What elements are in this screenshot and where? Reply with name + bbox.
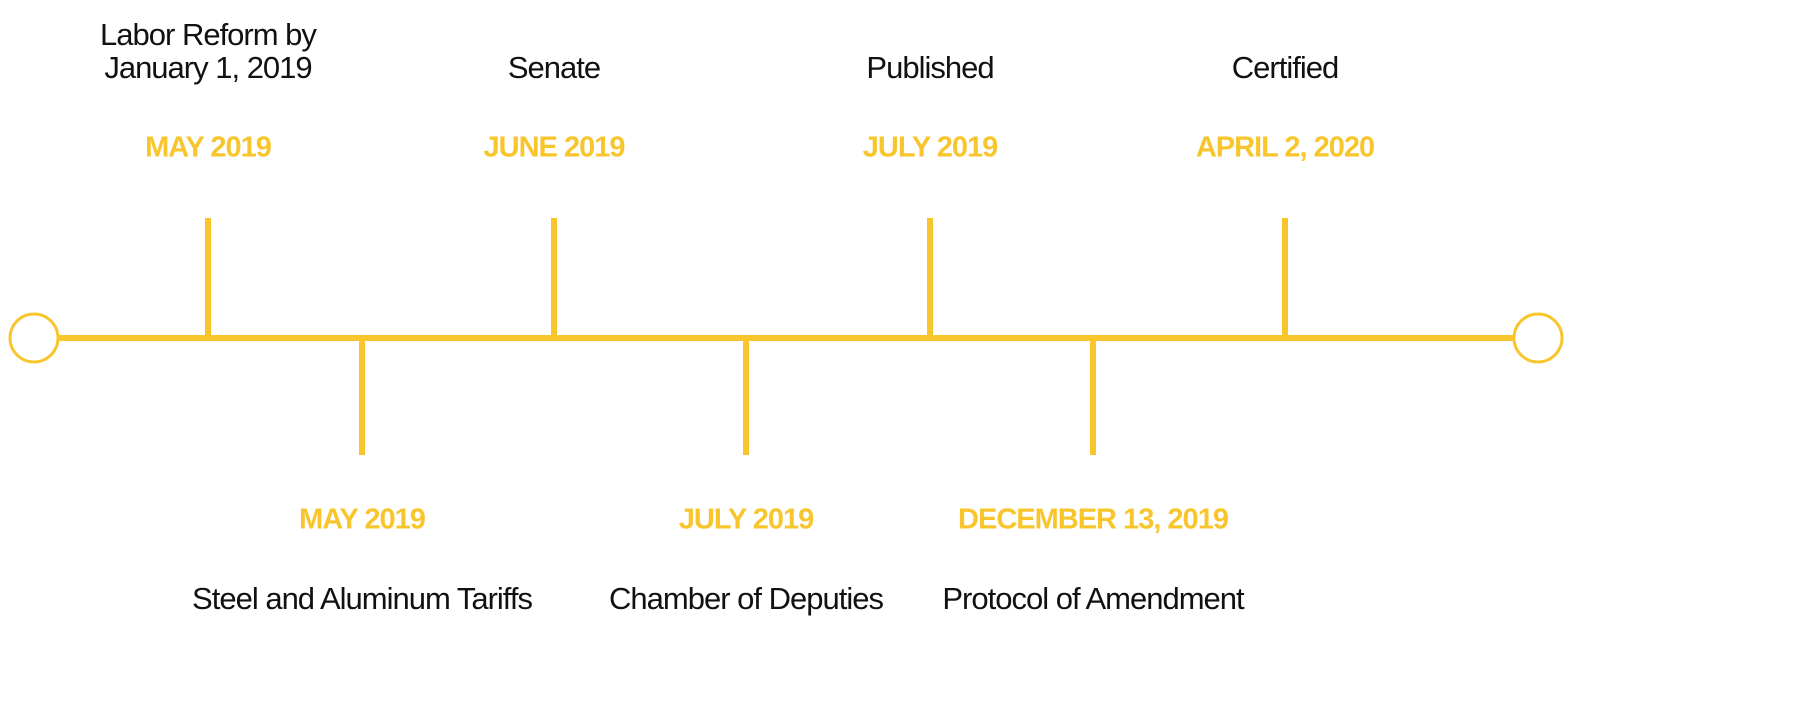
event-date: APRIL 2, 2020 bbox=[1195, 131, 1375, 164]
event-date: JUNE 2019 bbox=[483, 131, 626, 164]
event-label: Labor Reform by January 1, 2019 bbox=[100, 17, 317, 85]
event-label: Protocol of Amendment bbox=[942, 581, 1244, 616]
event-date: DECEMBER 13, 2019 bbox=[958, 503, 1229, 536]
event-date: JULY 2019 bbox=[678, 503, 815, 536]
start-circle bbox=[8, 312, 60, 364]
end-circle bbox=[1512, 312, 1564, 364]
event-label: Certified bbox=[1231, 50, 1339, 85]
event-date: MAY 2019 bbox=[299, 503, 426, 536]
event-label: Chamber of Deputies bbox=[609, 581, 884, 616]
event-label: Published bbox=[866, 50, 994, 85]
event-label: Steel and Aluminum Tariffs bbox=[192, 581, 533, 616]
event-date: MAY 2019 bbox=[145, 131, 272, 164]
event-label: Senate bbox=[507, 50, 601, 85]
event-date: JULY 2019 bbox=[862, 131, 999, 164]
